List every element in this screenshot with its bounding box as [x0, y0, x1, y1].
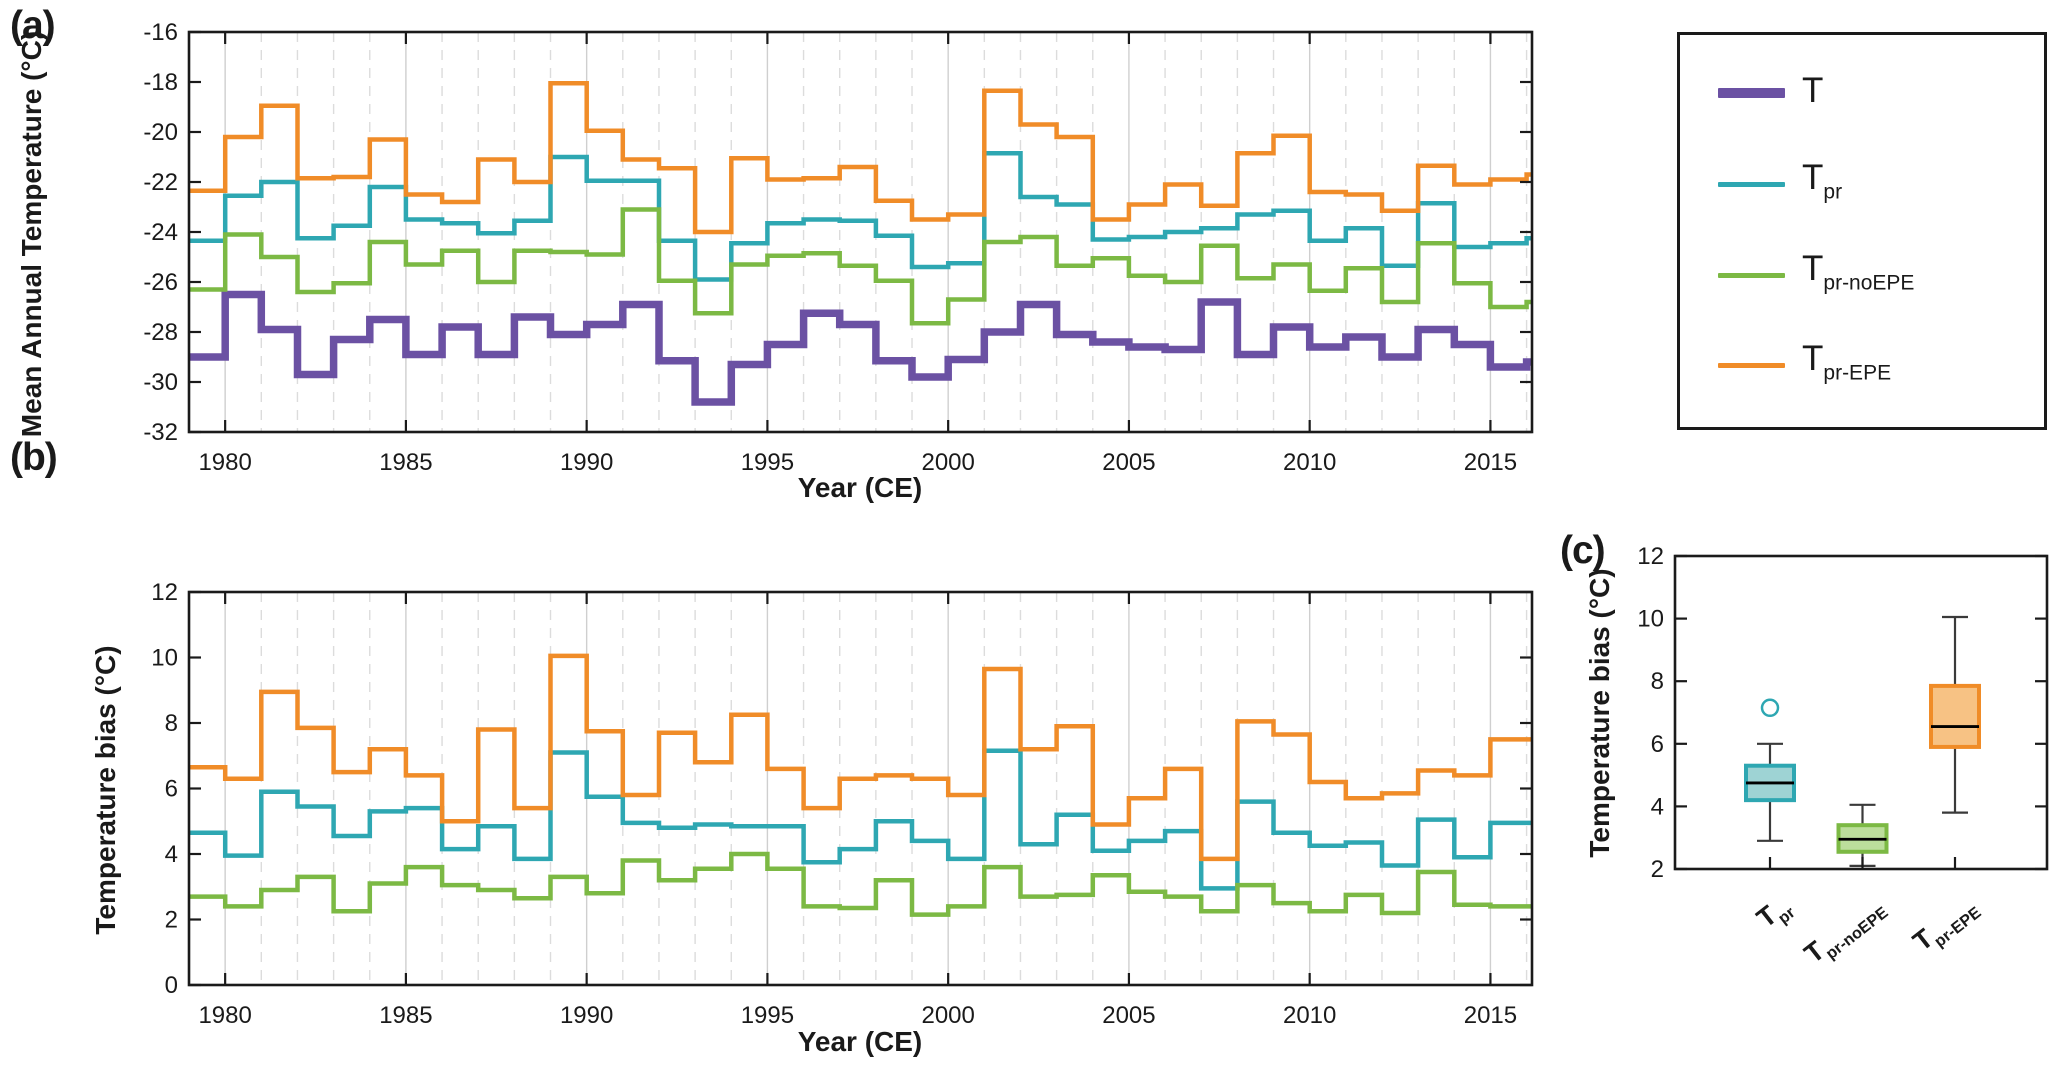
legend-label-Tpr-EPE: Tpr-EPE — [1802, 339, 1892, 385]
panel-b-y-axis-title: Temperature bias (°C) — [90, 645, 121, 935]
panel-a-letter: (a) — [10, 4, 56, 47]
y-tick-label: 6 — [1651, 731, 1664, 758]
step-line-T_pr-bias — [189, 748, 1532, 891]
panel-b-x-axis-title: Year (CE) — [797, 1026, 923, 1057]
x-tick-label: 1990 — [560, 1002, 613, 1029]
y-tick-label: 4 — [165, 841, 178, 868]
panel-b-letter: (b) — [10, 436, 58, 479]
legend-swatch-Tpr-EPE — [1718, 362, 1785, 368]
x-tick-label: 2000 — [921, 449, 974, 476]
y-tick-label: -26 — [143, 269, 178, 296]
y-tick-label: 0 — [165, 972, 178, 999]
y-tick-label: 8 — [1651, 668, 1664, 695]
y-tick-label: -24 — [143, 219, 178, 246]
legend-box: T Tpr Tpr-noEPE Tpr-EPE — [1677, 32, 2047, 430]
y-tick-label: 12 — [1637, 543, 1664, 570]
step-line-T_pr-noEPE — [189, 207, 1532, 326]
y-tick-label: -32 — [143, 419, 178, 446]
step-line-T — [189, 290, 1532, 406]
y-tick-label: 10 — [151, 645, 178, 672]
x-tick-label: 2015 — [1464, 449, 1517, 476]
y-tick-label: -18 — [143, 69, 178, 96]
legend-label-T: T — [1802, 71, 1824, 110]
x-tick-label: 1980 — [198, 449, 251, 476]
x-tick-label: 2005 — [1102, 1002, 1155, 1029]
x-tick-label: 1985 — [379, 449, 432, 476]
x-tick-label: 2005 — [1102, 449, 1155, 476]
legend-swatch-Tpr-noEPE — [1718, 272, 1785, 278]
plot-frame — [187, 30, 1534, 434]
plot-frame — [187, 590, 1534, 987]
panel-b: 1980 1985 1990 1995 2000 2005 2010 2015 0 2 4 6 8 10 1… — [151, 579, 1534, 1029]
y-tick-label: 2 — [165, 907, 178, 934]
legend-label-Tpr-noEPE: Tpr-noEPE — [1802, 249, 1915, 295]
y-tick-label: 2 — [1651, 856, 1664, 883]
y-tick-label: 10 — [1637, 606, 1664, 633]
x-tick-label: 1980 — [198, 1002, 251, 1029]
step-line-T_pr-EPE — [189, 81, 1532, 235]
x-tick-label: 2015 — [1464, 1002, 1517, 1029]
step-line-T_pr-noEPE-bias — [189, 851, 1532, 917]
panel-a-x-axis-title: Year (CE) — [797, 472, 923, 503]
panel-c: 2 4 6 8 10 12 — [1637, 543, 2049, 883]
y-tick-label: -30 — [143, 369, 178, 396]
legend-swatch-Tpr — [1718, 181, 1785, 187]
y-tick-label: 6 — [165, 776, 178, 803]
y-tick-label: -16 — [143, 19, 178, 46]
plot-frame — [1673, 554, 2049, 871]
y-tick-label: -28 — [143, 319, 178, 346]
box-T_pr-EPE — [1929, 615, 1981, 814]
x-tick-label: 1995 — [741, 449, 794, 476]
x-tick-label: 2010 — [1283, 1002, 1336, 1029]
step-line-T_pr-EPE-bias — [189, 653, 1532, 862]
box-T_pr — [1744, 698, 1796, 842]
y-tick-label: -20 — [143, 119, 178, 146]
legend-swatch-T — [1718, 88, 1785, 98]
x-tick-label: 1985 — [379, 1002, 432, 1029]
x-tick-label: 2000 — [921, 1002, 974, 1029]
x-tick-label: 1990 — [560, 449, 613, 476]
x-tick-label: 1995 — [741, 1002, 794, 1029]
panel-c-y-axis-title: Temperature bias (°C) — [1584, 568, 1615, 858]
outlier-point — [1760, 698, 1780, 718]
panel-a-y-axis-title: Mean Annual Temperature (°C) — [16, 30, 47, 438]
y-tick-label: 8 — [165, 710, 178, 737]
step-line-T_pr — [189, 151, 1532, 282]
panel-c-letter: (c) — [1560, 529, 1606, 572]
legend-label-Tpr: Tpr — [1802, 158, 1843, 204]
iqr-box — [1929, 683, 1981, 749]
y-tick-label: -22 — [143, 169, 178, 196]
y-tick-label: 12 — [151, 579, 178, 606]
y-tick-label: 4 — [1651, 793, 1664, 820]
box-T_pr-noEPE — [1836, 803, 1889, 867]
panel-a: 1980 1985 1990 1995 2000 2005 2010 2015 -32 -30 -2… — [143, 19, 1534, 476]
x-tick-label: 2010 — [1283, 449, 1336, 476]
